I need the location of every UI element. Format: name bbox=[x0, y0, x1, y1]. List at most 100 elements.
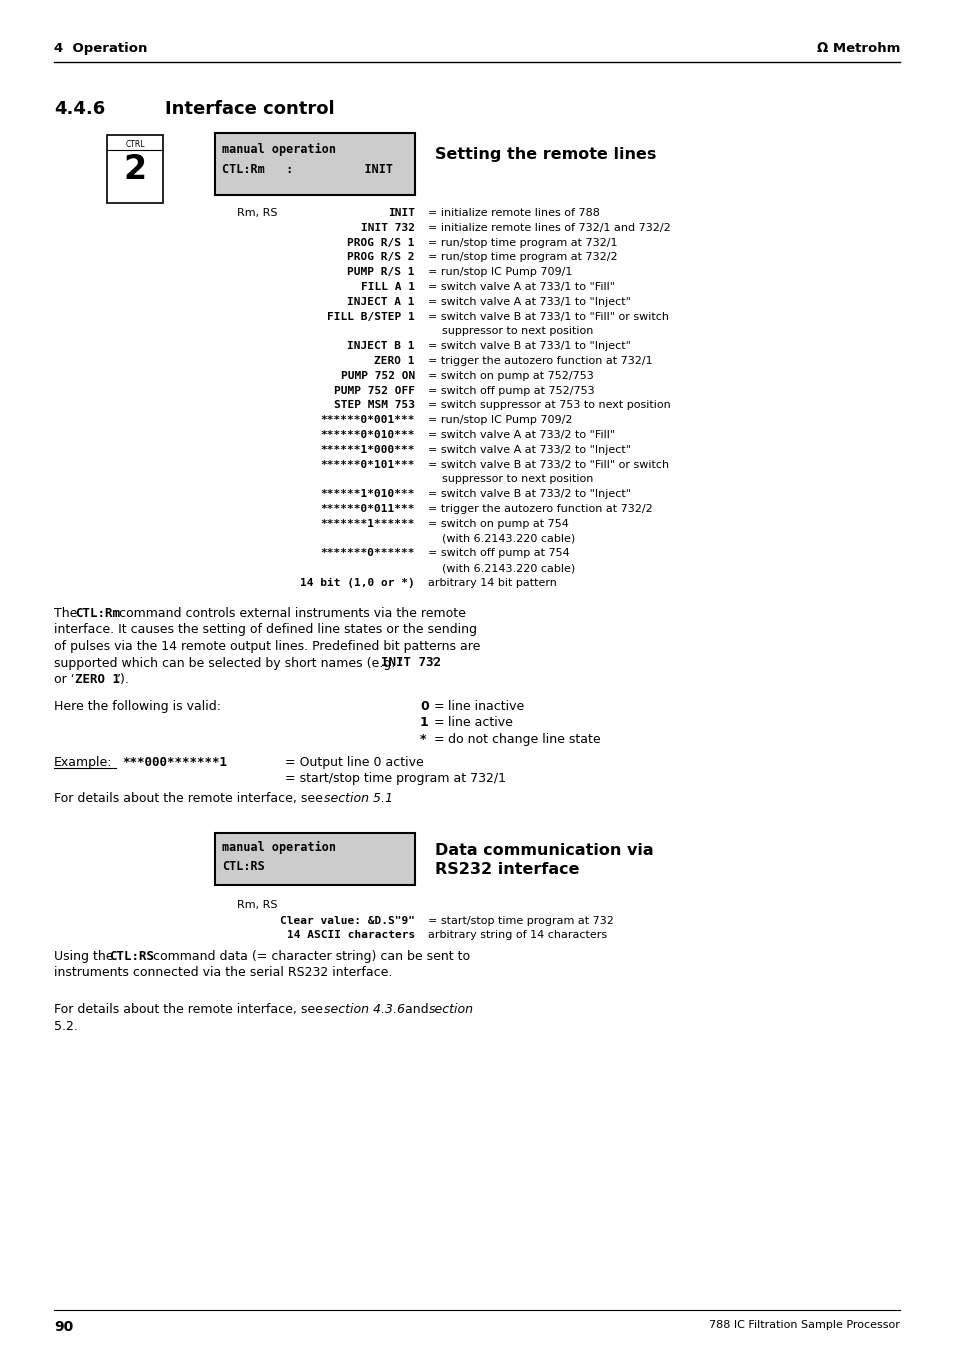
Text: interface. It causes the setting of defined line states or the sending: interface. It causes the setting of defi… bbox=[54, 624, 477, 636]
Text: Rm, RS: Rm, RS bbox=[236, 900, 277, 911]
Text: section: section bbox=[429, 1002, 474, 1016]
Text: = switch on pump at 754: = switch on pump at 754 bbox=[428, 519, 568, 528]
Text: command controls external instruments via the remote: command controls external instruments vi… bbox=[115, 607, 465, 620]
Text: = start/stop time program at 732: = start/stop time program at 732 bbox=[428, 916, 613, 925]
Text: = switch on pump at 752/753: = switch on pump at 752/753 bbox=[428, 370, 593, 381]
Text: CTL:Rm   :          INIT: CTL:Rm : INIT bbox=[222, 163, 393, 176]
Text: .: . bbox=[386, 792, 390, 805]
Text: = start/stop time program at 732/1: = start/stop time program at 732/1 bbox=[285, 771, 505, 785]
Text: PROG R/S 1: PROG R/S 1 bbox=[347, 238, 415, 247]
Text: CTL:RS: CTL:RS bbox=[222, 861, 265, 873]
Text: = switch suppressor at 753 to next position: = switch suppressor at 753 to next posit… bbox=[428, 400, 670, 411]
Text: ’).: ’). bbox=[117, 673, 130, 686]
Text: *******0******: *******0****** bbox=[320, 549, 415, 558]
Text: = switch valve B at 733/1 to "Inject": = switch valve B at 733/1 to "Inject" bbox=[428, 342, 630, 351]
Text: 4.4.6: 4.4.6 bbox=[54, 100, 105, 118]
Text: ******1*010***: ******1*010*** bbox=[320, 489, 415, 500]
Text: 5.2.: 5.2. bbox=[54, 1020, 78, 1032]
Text: INIT: INIT bbox=[388, 208, 415, 218]
Text: = initialize remote lines of 732/1 and 732/2: = initialize remote lines of 732/1 and 7… bbox=[428, 223, 670, 232]
Text: = run/stop time program at 732/2: = run/stop time program at 732/2 bbox=[428, 253, 617, 262]
Text: = run/stop time program at 732/1: = run/stop time program at 732/1 bbox=[428, 238, 617, 247]
Text: instruments connected via the serial RS232 interface.: instruments connected via the serial RS2… bbox=[54, 966, 392, 979]
Text: suppressor to next position: suppressor to next position bbox=[428, 474, 593, 485]
Text: ******0*011***: ******0*011*** bbox=[320, 504, 415, 513]
Text: PUMP 752 OFF: PUMP 752 OFF bbox=[334, 385, 415, 396]
Text: For details about the remote interface, see: For details about the remote interface, … bbox=[54, 1002, 327, 1016]
Text: PROG R/S 2: PROG R/S 2 bbox=[347, 253, 415, 262]
Text: = initialize remote lines of 788: = initialize remote lines of 788 bbox=[428, 208, 599, 218]
Text: =: = bbox=[434, 716, 444, 730]
Text: CTL:RS: CTL:RS bbox=[109, 950, 153, 963]
Text: PUMP R/S 1: PUMP R/S 1 bbox=[347, 267, 415, 277]
Text: Clear value: &D.S"9": Clear value: &D.S"9" bbox=[280, 916, 415, 925]
Text: command data (= character string) can be sent to: command data (= character string) can be… bbox=[149, 950, 470, 963]
Text: = switch valve B at 733/2 to "Fill" or switch: = switch valve B at 733/2 to "Fill" or s… bbox=[428, 459, 668, 470]
Text: manual operation: manual operation bbox=[222, 143, 335, 157]
Text: = run/stop IC Pump 709/2: = run/stop IC Pump 709/2 bbox=[428, 415, 572, 426]
Text: RS232 interface: RS232 interface bbox=[435, 862, 578, 877]
Text: *: * bbox=[419, 734, 426, 746]
Text: = trigger the autozero function at 732/2: = trigger the autozero function at 732/2 bbox=[428, 504, 652, 513]
Text: 4  Operation: 4 Operation bbox=[54, 42, 147, 55]
Text: ZERO 1: ZERO 1 bbox=[75, 673, 120, 686]
Text: = switch off pump at 754: = switch off pump at 754 bbox=[428, 549, 569, 558]
Bar bbox=[107, 135, 163, 203]
Text: CTL:Rm: CTL:Rm bbox=[75, 607, 120, 620]
Text: = trigger the autozero function at 732/1: = trigger the autozero function at 732/1 bbox=[428, 357, 652, 366]
Text: ZERO 1: ZERO 1 bbox=[375, 357, 415, 366]
Text: Using the: Using the bbox=[54, 950, 117, 963]
Text: or ‘: or ‘ bbox=[54, 673, 74, 686]
Text: ******0*101***: ******0*101*** bbox=[320, 459, 415, 470]
Text: manual operation: manual operation bbox=[222, 842, 335, 854]
Text: FILL A 1: FILL A 1 bbox=[360, 282, 415, 292]
Text: CTRL: CTRL bbox=[125, 141, 145, 149]
Text: ******0*001***: ******0*001*** bbox=[320, 415, 415, 426]
Text: INJECT B 1: INJECT B 1 bbox=[347, 342, 415, 351]
Text: INJECT A 1: INJECT A 1 bbox=[347, 297, 415, 307]
Text: line inactive: line inactive bbox=[448, 700, 524, 713]
Text: 2: 2 bbox=[123, 153, 147, 186]
Text: (with 6.2143.220 cable): (with 6.2143.220 cable) bbox=[428, 534, 575, 543]
Text: arbitrary string of 14 characters: arbitrary string of 14 characters bbox=[428, 929, 606, 940]
Text: = switch valve A at 733/2 to "Inject": = switch valve A at 733/2 to "Inject" bbox=[428, 444, 630, 455]
Text: 14 bit (1,0 or *): 14 bit (1,0 or *) bbox=[300, 578, 415, 588]
Text: Setting the remote lines: Setting the remote lines bbox=[435, 147, 656, 162]
Text: PUMP 752 ON: PUMP 752 ON bbox=[340, 370, 415, 381]
Text: INIT 732: INIT 732 bbox=[360, 223, 415, 232]
Text: =: = bbox=[434, 734, 444, 746]
Text: arbitrary 14 bit pattern: arbitrary 14 bit pattern bbox=[428, 578, 557, 588]
Text: INIT 732: INIT 732 bbox=[380, 657, 440, 670]
Text: STEP MSM 753: STEP MSM 753 bbox=[334, 400, 415, 411]
Text: Rm, RS: Rm, RS bbox=[236, 208, 277, 218]
Text: ******0*010***: ******0*010*** bbox=[320, 430, 415, 440]
Text: line active: line active bbox=[448, 716, 513, 730]
Text: 14 ASCII characters: 14 ASCII characters bbox=[287, 929, 415, 940]
Text: ******1*000***: ******1*000*** bbox=[320, 444, 415, 455]
Text: 0: 0 bbox=[419, 700, 428, 713]
Text: Here the following is valid:: Here the following is valid: bbox=[54, 700, 221, 713]
Text: = run/stop IC Pump 709/1: = run/stop IC Pump 709/1 bbox=[428, 267, 572, 277]
Text: section 5.1: section 5.1 bbox=[324, 792, 393, 805]
Text: = switch valve B at 733/1 to "Fill" or switch: = switch valve B at 733/1 to "Fill" or s… bbox=[428, 312, 668, 322]
Text: Ω Metrohm: Ω Metrohm bbox=[816, 42, 899, 55]
Text: = switch valve A at 733/1 to "Inject": = switch valve A at 733/1 to "Inject" bbox=[428, 297, 630, 307]
Bar bbox=[214, 834, 415, 885]
Text: = switch valve B at 733/2 to "Inject": = switch valve B at 733/2 to "Inject" bbox=[428, 489, 630, 500]
Bar bbox=[214, 132, 415, 195]
Text: ***000*******1: ***000*******1 bbox=[122, 757, 227, 769]
Text: = switch off pump at 752/753: = switch off pump at 752/753 bbox=[428, 385, 594, 396]
Text: Interface control: Interface control bbox=[165, 100, 335, 118]
Text: *******1******: *******1****** bbox=[320, 519, 415, 528]
Text: do not change line state: do not change line state bbox=[448, 734, 600, 746]
Text: Data communication via: Data communication via bbox=[435, 843, 653, 858]
Text: Example:: Example: bbox=[54, 757, 112, 769]
Text: 90: 90 bbox=[54, 1320, 73, 1333]
Text: For details about the remote interface, see: For details about the remote interface, … bbox=[54, 792, 327, 805]
Text: ’: ’ bbox=[432, 657, 436, 670]
Text: 788 IC Filtration Sample Processor: 788 IC Filtration Sample Processor bbox=[708, 1320, 899, 1329]
Text: section 4.3.6: section 4.3.6 bbox=[324, 1002, 405, 1016]
Text: suppressor to next position: suppressor to next position bbox=[428, 327, 593, 336]
Text: of pulses via the 14 remote output lines. Predefined bit patterns are: of pulses via the 14 remote output lines… bbox=[54, 640, 480, 653]
Text: = switch valve A at 733/1 to "Fill": = switch valve A at 733/1 to "Fill" bbox=[428, 282, 615, 292]
